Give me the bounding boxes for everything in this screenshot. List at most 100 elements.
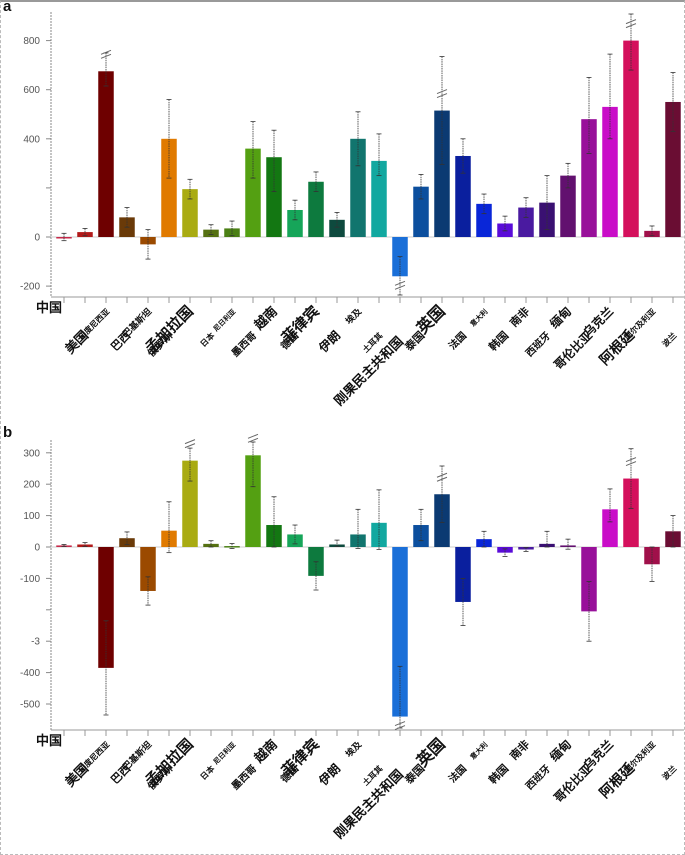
y-tick-label: 200	[23, 480, 40, 491]
axis-break-mark	[394, 280, 406, 286]
bar	[140, 237, 156, 245]
axis-break-mark	[394, 284, 406, 290]
y-tick-label: 0	[34, 543, 40, 554]
bar	[476, 203, 492, 237]
bar	[392, 547, 408, 717]
x-category-label: 波兰	[660, 763, 678, 781]
x-category-label: 埃及	[343, 738, 365, 760]
bar	[665, 101, 681, 237]
x-category-label: 缅甸	[547, 737, 575, 765]
bar	[77, 232, 93, 237]
y-tick-label: 300	[23, 448, 40, 459]
y-tick-label: 400	[23, 134, 40, 145]
x-category-label: 波兰	[660, 330, 678, 348]
bar	[266, 157, 282, 237]
y-tick-label: 0	[34, 233, 40, 244]
x-category-label: 巴基斯坦	[120, 739, 154, 773]
x-category-label: 意大利	[468, 740, 489, 761]
x-category-label: 伊朗	[315, 761, 343, 789]
x-category-label: 越南	[250, 304, 280, 334]
bar	[308, 181, 324, 237]
bar	[602, 106, 618, 237]
axis-break-mark	[100, 53, 112, 59]
y-tick-label: -200	[20, 282, 40, 293]
bar	[581, 119, 597, 237]
bar	[140, 547, 156, 591]
x-category-label: 巴基斯坦	[120, 306, 154, 340]
x-category-label: 中国	[36, 733, 62, 749]
x-category-label: 南非	[507, 737, 532, 762]
x-category-label: 尼日利亚	[211, 307, 237, 333]
x-category-label: 南非	[507, 304, 532, 329]
panel-label-b: b	[3, 424, 13, 441]
y-tick-label: -100	[20, 574, 40, 585]
bar	[182, 460, 198, 547]
x-category-label: 越南	[250, 737, 280, 767]
bar	[413, 186, 429, 237]
axis-break-mark	[436, 89, 448, 95]
x-category-label: 中国	[36, 300, 62, 316]
bar	[371, 160, 387, 237]
axis-break-mark	[625, 23, 637, 29]
bar	[455, 155, 471, 237]
bar	[182, 189, 198, 237]
y-tick-label: -400	[20, 668, 40, 679]
bar	[203, 229, 219, 237]
bar	[98, 71, 114, 237]
x-category-label: 尼日利亚	[211, 740, 237, 766]
bar	[560, 175, 576, 237]
y-tick-label: 800	[23, 36, 40, 47]
axis-break-mark	[100, 49, 112, 55]
y-tick-label: -500	[20, 700, 40, 711]
x-category-label: 乌克兰	[580, 737, 616, 773]
x-category-label: 缅甸	[547, 304, 575, 332]
x-category-label: 伊朗	[315, 328, 343, 356]
bar	[161, 138, 177, 237]
bar	[287, 209, 303, 237]
axis-break-mark	[247, 433, 259, 439]
x-category-label: 法国	[446, 762, 469, 785]
bar	[602, 509, 618, 547]
bar	[644, 547, 660, 565]
axis-break-mark	[625, 457, 637, 463]
x-category-label: 西班牙	[523, 762, 553, 792]
axis-break-mark	[184, 443, 196, 449]
bar	[581, 547, 597, 612]
bar	[623, 478, 639, 547]
y-tick-label: -3	[31, 637, 40, 648]
axis-break-mark	[436, 93, 448, 99]
axis-break-mark	[394, 721, 406, 727]
x-category-label: 印度尼西亚	[76, 306, 111, 341]
x-category-label: 菲律宾	[278, 735, 323, 780]
axis-break-mark	[436, 476, 448, 482]
bar	[434, 110, 450, 237]
x-category-label: 日本	[198, 330, 216, 348]
x-category-label: 意大利	[468, 307, 489, 328]
bar	[245, 455, 261, 547]
axis-break-mark	[394, 725, 406, 731]
axis-break-mark	[625, 19, 637, 25]
y-tick-label: 100	[23, 511, 40, 522]
bar	[350, 138, 366, 237]
x-category-label: 法国	[446, 329, 469, 352]
x-category-label: 墨西哥	[229, 763, 259, 793]
x-category-label: 印度尼西亚	[76, 739, 111, 774]
bar	[434, 494, 450, 547]
bar	[329, 219, 345, 237]
x-category-label: 西班牙	[523, 329, 553, 359]
bar	[518, 207, 534, 237]
panel-label-a: a	[3, 0, 12, 15]
bar	[98, 547, 114, 668]
axis-break-mark	[184, 439, 196, 445]
x-category-label: 韩国	[486, 761, 511, 786]
x-category-label: 墨西哥	[229, 330, 259, 360]
axis-break-mark	[625, 461, 637, 467]
x-category-label: 阿尔及利亚	[622, 306, 657, 341]
x-category-label: 菲律宾	[278, 302, 323, 347]
x-category-label: 乌克兰	[580, 304, 616, 340]
bar	[623, 40, 639, 237]
bar	[56, 237, 72, 239]
bar	[287, 534, 303, 547]
y-tick-label: 600	[23, 85, 40, 96]
